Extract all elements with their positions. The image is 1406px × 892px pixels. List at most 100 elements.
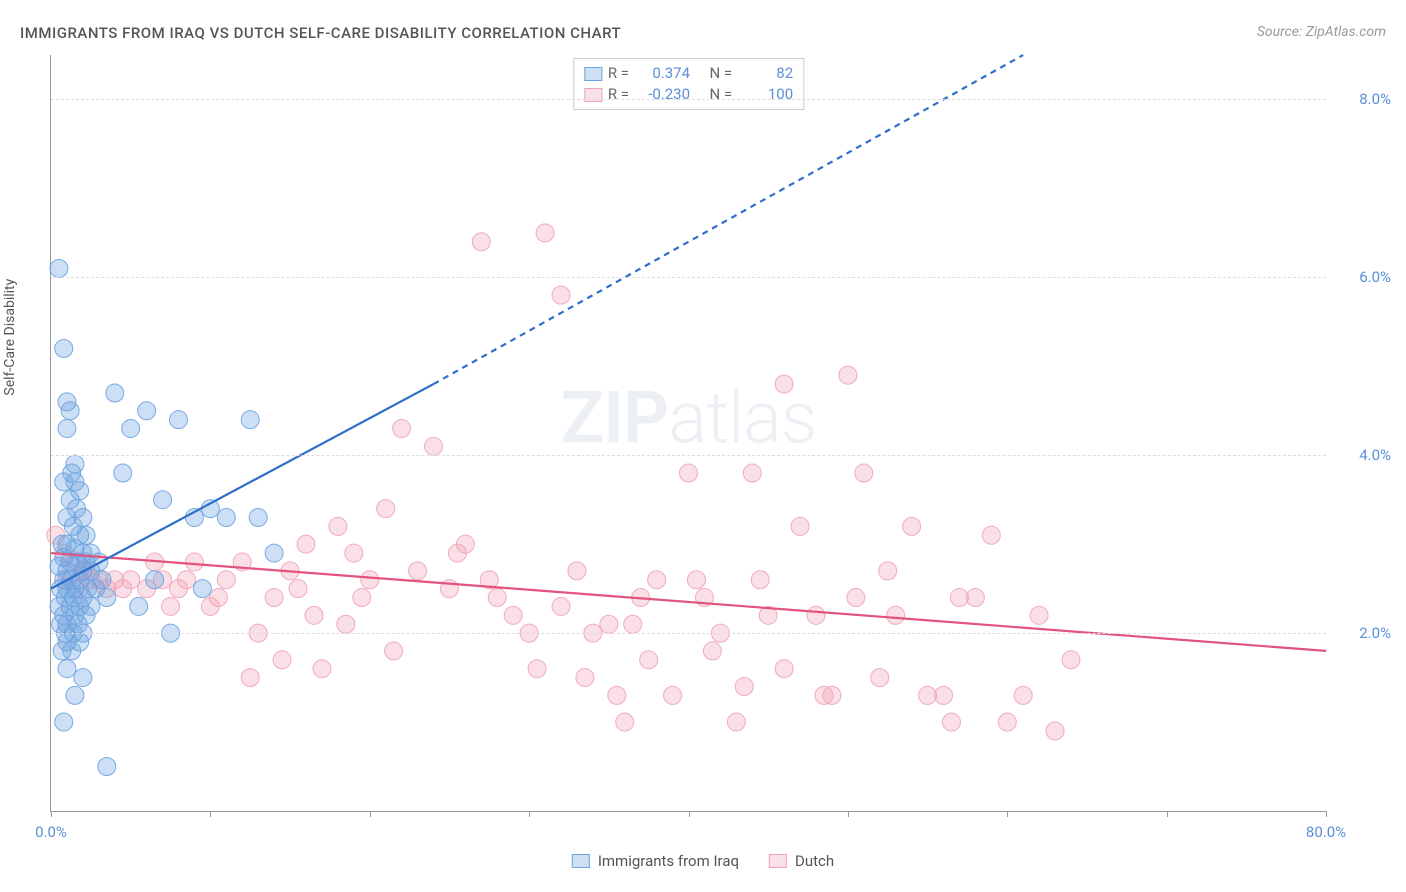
y-tick-label: 4.0%: [1359, 446, 1391, 464]
legend-label: Immigrants from Iraq: [598, 852, 739, 870]
stat-r-label: R =: [608, 84, 629, 105]
data-point: [265, 589, 283, 607]
data-point: [217, 571, 235, 589]
data-point: [472, 233, 490, 251]
data-point: [919, 686, 937, 704]
data-point: [337, 615, 355, 633]
data-point: [680, 464, 698, 482]
x-tick: [1167, 811, 1168, 817]
data-point: [297, 535, 315, 553]
chart-container: IMMIGRANTS FROM IRAQ VS DUTCH SELF-CARE …: [0, 0, 1406, 892]
x-tick: [1007, 811, 1008, 817]
data-point: [98, 589, 116, 607]
data-point: [265, 544, 283, 562]
data-point: [528, 660, 546, 678]
data-point: [106, 384, 124, 402]
data-point: [55, 473, 73, 491]
data-point: [871, 669, 889, 687]
data-point: [624, 615, 642, 633]
data-point: [703, 642, 721, 660]
stat-row: R = 0.374 N =82: [584, 63, 793, 84]
data-point: [847, 589, 865, 607]
data-point: [63, 642, 81, 660]
data-point: [409, 562, 427, 580]
y-tick-label: 2.0%: [1359, 624, 1391, 642]
x-tick: [370, 811, 371, 817]
data-point: [122, 571, 140, 589]
data-point: [775, 375, 793, 393]
data-point: [552, 286, 570, 304]
x-tick-label: 80.0%: [1306, 823, 1346, 841]
x-tick: [848, 811, 849, 817]
legend-swatch: [572, 854, 590, 868]
data-point: [966, 589, 984, 607]
gridline: [51, 99, 1326, 100]
y-tick-label: 6.0%: [1359, 268, 1391, 286]
data-point: [791, 517, 809, 535]
data-point: [313, 660, 331, 678]
plot-area: ZIPatlas R =0.374 N =82R =-0.230 N =100 …: [50, 55, 1326, 812]
data-point: [664, 686, 682, 704]
data-point: [273, 651, 291, 669]
y-tick-label: 8.0%: [1359, 90, 1391, 108]
data-point: [839, 366, 857, 384]
stat-r-value: -0.230: [635, 84, 690, 105]
data-point: [217, 508, 235, 526]
stat-row: R = -0.230 N =100: [584, 84, 793, 105]
stat-r-label: R =: [608, 63, 629, 84]
data-point: [855, 464, 873, 482]
data-point: [743, 464, 761, 482]
data-point: [209, 589, 227, 607]
stat-n-label: N =: [710, 63, 733, 84]
data-point: [329, 517, 347, 535]
data-point: [608, 686, 626, 704]
data-point: [600, 615, 618, 633]
data-point: [393, 420, 411, 438]
data-point: [138, 402, 156, 420]
stat-n-value: 82: [738, 63, 793, 84]
chart-title: IMMIGRANTS FROM IRAQ VS DUTCH SELF-CARE …: [20, 24, 621, 42]
data-point: [193, 580, 211, 598]
source-attribution: Source: ZipAtlas.com: [1257, 24, 1386, 40]
data-point: [55, 713, 73, 731]
data-point: [448, 544, 466, 562]
data-point: [775, 660, 793, 678]
x-tick: [689, 811, 690, 817]
data-point: [950, 589, 968, 607]
x-tick: [529, 811, 530, 817]
data-point: [50, 259, 68, 277]
legend-item: Immigrants from Iraq: [572, 852, 739, 870]
trend-line: [51, 553, 1326, 651]
data-point: [815, 686, 833, 704]
x-tick: [51, 811, 52, 817]
stat-r-value: 0.374: [635, 63, 690, 84]
data-point: [361, 571, 379, 589]
data-point: [66, 686, 84, 704]
data-point: [942, 713, 960, 731]
data-point: [1030, 606, 1048, 624]
data-point: [425, 437, 443, 455]
data-point: [130, 597, 148, 615]
legend-swatch: [584, 67, 602, 81]
stat-n-value: 100: [738, 84, 793, 105]
data-point: [146, 571, 164, 589]
data-point: [576, 669, 594, 687]
data-point: [249, 508, 267, 526]
data-point: [751, 571, 769, 589]
stat-n-label: N =: [710, 84, 733, 105]
data-point: [114, 464, 132, 482]
data-point: [504, 606, 522, 624]
data-point: [552, 597, 570, 615]
data-point: [982, 526, 1000, 544]
data-point: [353, 589, 371, 607]
data-point: [488, 589, 506, 607]
data-point: [1014, 686, 1032, 704]
data-point: [98, 758, 116, 776]
y-axis-label: Self-Care Disability: [2, 279, 18, 396]
x-tick: [1326, 811, 1327, 817]
data-point: [345, 544, 363, 562]
gridline: [51, 633, 1326, 634]
data-point: [727, 713, 745, 731]
data-point: [735, 677, 753, 695]
data-point: [887, 606, 905, 624]
